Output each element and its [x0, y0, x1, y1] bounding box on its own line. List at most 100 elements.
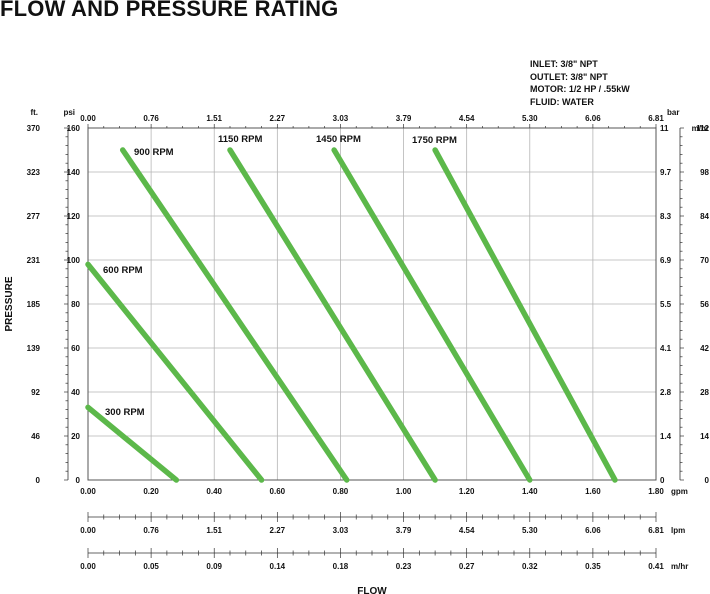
m/hr-tick-label: 0.09 — [206, 562, 222, 571]
spec-inlet: INLET: 3/8" NPT — [530, 59, 598, 69]
series-1150-rpm-line — [227, 147, 438, 483]
meter-tick-label: 70 — [700, 256, 709, 265]
meter-tick-label: 42 — [700, 344, 709, 353]
m/hr-tick-label: 0.05 — [143, 562, 159, 571]
ft-tick-label: 0 — [36, 476, 41, 485]
psi-tick-label: 80 — [71, 300, 80, 309]
meter-tick-label: 28 — [700, 388, 709, 397]
m/hr-tick-label: 0.27 — [459, 562, 475, 571]
top-axis-tick-label: 6.06 — [585, 114, 601, 123]
lpm-tick-label: 0.76 — [143, 526, 159, 535]
bar-tick-label: 11 — [660, 124, 669, 133]
grid-lines — [87, 127, 657, 481]
top-axis-tick-label: 3.03 — [333, 114, 349, 123]
top-axis-tick-label: 3.79 — [396, 114, 412, 123]
psi-tick-label: 120 — [67, 212, 81, 221]
top-axis-tick-label: 6.81 — [648, 114, 664, 123]
ft-tick-label: 185 — [27, 300, 41, 309]
top-bar-unit-label: bar — [667, 108, 679, 117]
lpm-tick-label: 6.06 — [585, 526, 601, 535]
psi-unit-label: psi — [63, 108, 75, 117]
top-axis-tick-label: 2.27 — [270, 114, 286, 123]
bar-tick-label: 4.1 — [660, 344, 672, 353]
series-1750-rpm-line — [432, 147, 618, 483]
bar-tick-label: 2.8 — [660, 388, 672, 397]
lpm-tick-label: 0.00 — [80, 526, 96, 535]
m/hr-tick-label: 0.35 — [585, 562, 601, 571]
gpm-tick-label: 1.20 — [459, 487, 475, 496]
chart-title: FLOW AND PRESSURE RATING — [0, 0, 339, 21]
series-300-rpm-label: 300 RPM — [105, 407, 145, 418]
lpm-tick-label: 3.03 — [333, 526, 349, 535]
m/hr-tick-label: 0.14 — [270, 562, 286, 571]
series-1450-rpm-line — [331, 147, 533, 483]
labels-group: 0204060801001201401600469213918523127732… — [4, 108, 710, 594]
gpm-unit-label: gpm — [671, 487, 688, 496]
ft-tick-label: 323 — [27, 168, 41, 177]
psi-tick-label: 0 — [76, 476, 81, 485]
series-1150-rpm-label: 1150 RPM — [218, 134, 262, 145]
top-axis-tick-label: 0.76 — [143, 114, 159, 123]
bar-tick-label: 1.4 — [660, 432, 672, 441]
series-group — [85, 147, 618, 483]
gpm-tick-label: 0.00 — [80, 487, 96, 496]
spec-motor: MOTOR: 1/2 HP / .55kW — [530, 84, 630, 94]
lpm-tick-label: 5.30 — [522, 526, 538, 535]
bar-tick-label: 9.7 — [660, 168, 672, 177]
meter-tick-label: 56 — [700, 300, 709, 309]
meter-tick-label: 84 — [700, 212, 709, 221]
lpm-unit-label: lpm — [671, 526, 685, 535]
y-axis-title: PRESSURE — [4, 276, 15, 331]
m/hr-tick-label: 0.23 — [396, 562, 412, 571]
gpm-tick-label: 0.20 — [143, 487, 159, 496]
x-axis-title: FLOW — [357, 586, 387, 594]
ft-tick-label: 46 — [31, 432, 40, 441]
spec-fluid: FLUID: WATER — [530, 96, 594, 107]
gpm-tick-label: 1.40 — [522, 487, 538, 496]
bar-tick-label: 0 — [660, 476, 665, 485]
ft-tick-label: 277 — [27, 212, 41, 221]
ft-tick-label: 139 — [27, 344, 41, 353]
lpm-tick-label: 3.79 — [396, 526, 412, 535]
bar-tick-label: 5.5 — [660, 300, 672, 309]
axes-group — [64, 124, 684, 558]
bar-tick-label: 6.9 — [660, 256, 672, 265]
m/hr-tick-label: 0.41 — [648, 562, 664, 571]
series-600-rpm-line — [85, 261, 265, 483]
ft-tick-label: 92 — [31, 388, 40, 397]
series-300-rpm-line — [85, 404, 180, 483]
ft-tick-label: 370 — [27, 124, 41, 133]
gpm-tick-label: 0.60 — [270, 487, 286, 496]
gpm-tick-label: 1.00 — [396, 487, 412, 496]
series-900-rpm-label: 900 RPM — [134, 147, 174, 158]
gpm-tick-label: 1.80 — [648, 487, 664, 496]
ft-tick-label: 231 — [27, 256, 41, 265]
lpm-tick-label: 2.27 — [270, 526, 286, 535]
gpm-tick-label: 0.80 — [333, 487, 349, 496]
psi-tick-label: 140 — [67, 168, 81, 177]
top-axis-tick-label: 4.54 — [459, 114, 475, 123]
gpm-tick-label: 1.60 — [585, 487, 601, 496]
m/hr-tick-label: 0.00 — [80, 562, 96, 571]
psi-tick-label: 160 — [67, 124, 81, 133]
spec-block: INLET: 3/8" NPT OUTLET: 3/8" NPT MOTOR: … — [530, 58, 630, 108]
lpm-tick-label: 4.54 — [459, 526, 475, 535]
psi-tick-label: 40 — [71, 388, 80, 397]
meter-unit-label: m/hr — [692, 124, 709, 133]
gpm-tick-label: 0.40 — [206, 487, 222, 496]
m/hr-tick-label: 0.32 — [522, 562, 538, 571]
bar-tick-label: 8.3 — [660, 212, 672, 221]
psi-tick-label: 20 — [71, 432, 80, 441]
m-hr-unit-label: m/hr — [671, 562, 688, 571]
psi-tick-label: 100 — [67, 256, 81, 265]
series-1750-rpm-label: 1750 RPM — [412, 135, 457, 146]
top-axis-tick-label: 5.30 — [522, 114, 538, 123]
series-1450-rpm-label: 1450 RPM — [316, 134, 361, 145]
meter-tick-label: 14 — [700, 432, 709, 441]
lpm-tick-label: 6.81 — [648, 526, 664, 535]
meter-tick-label: 112 — [696, 124, 709, 133]
series-600-rpm-label: 600 RPM — [103, 265, 143, 276]
lpm-tick-label: 1.51 — [206, 526, 222, 535]
ft-unit-label: ft. — [30, 108, 38, 117]
